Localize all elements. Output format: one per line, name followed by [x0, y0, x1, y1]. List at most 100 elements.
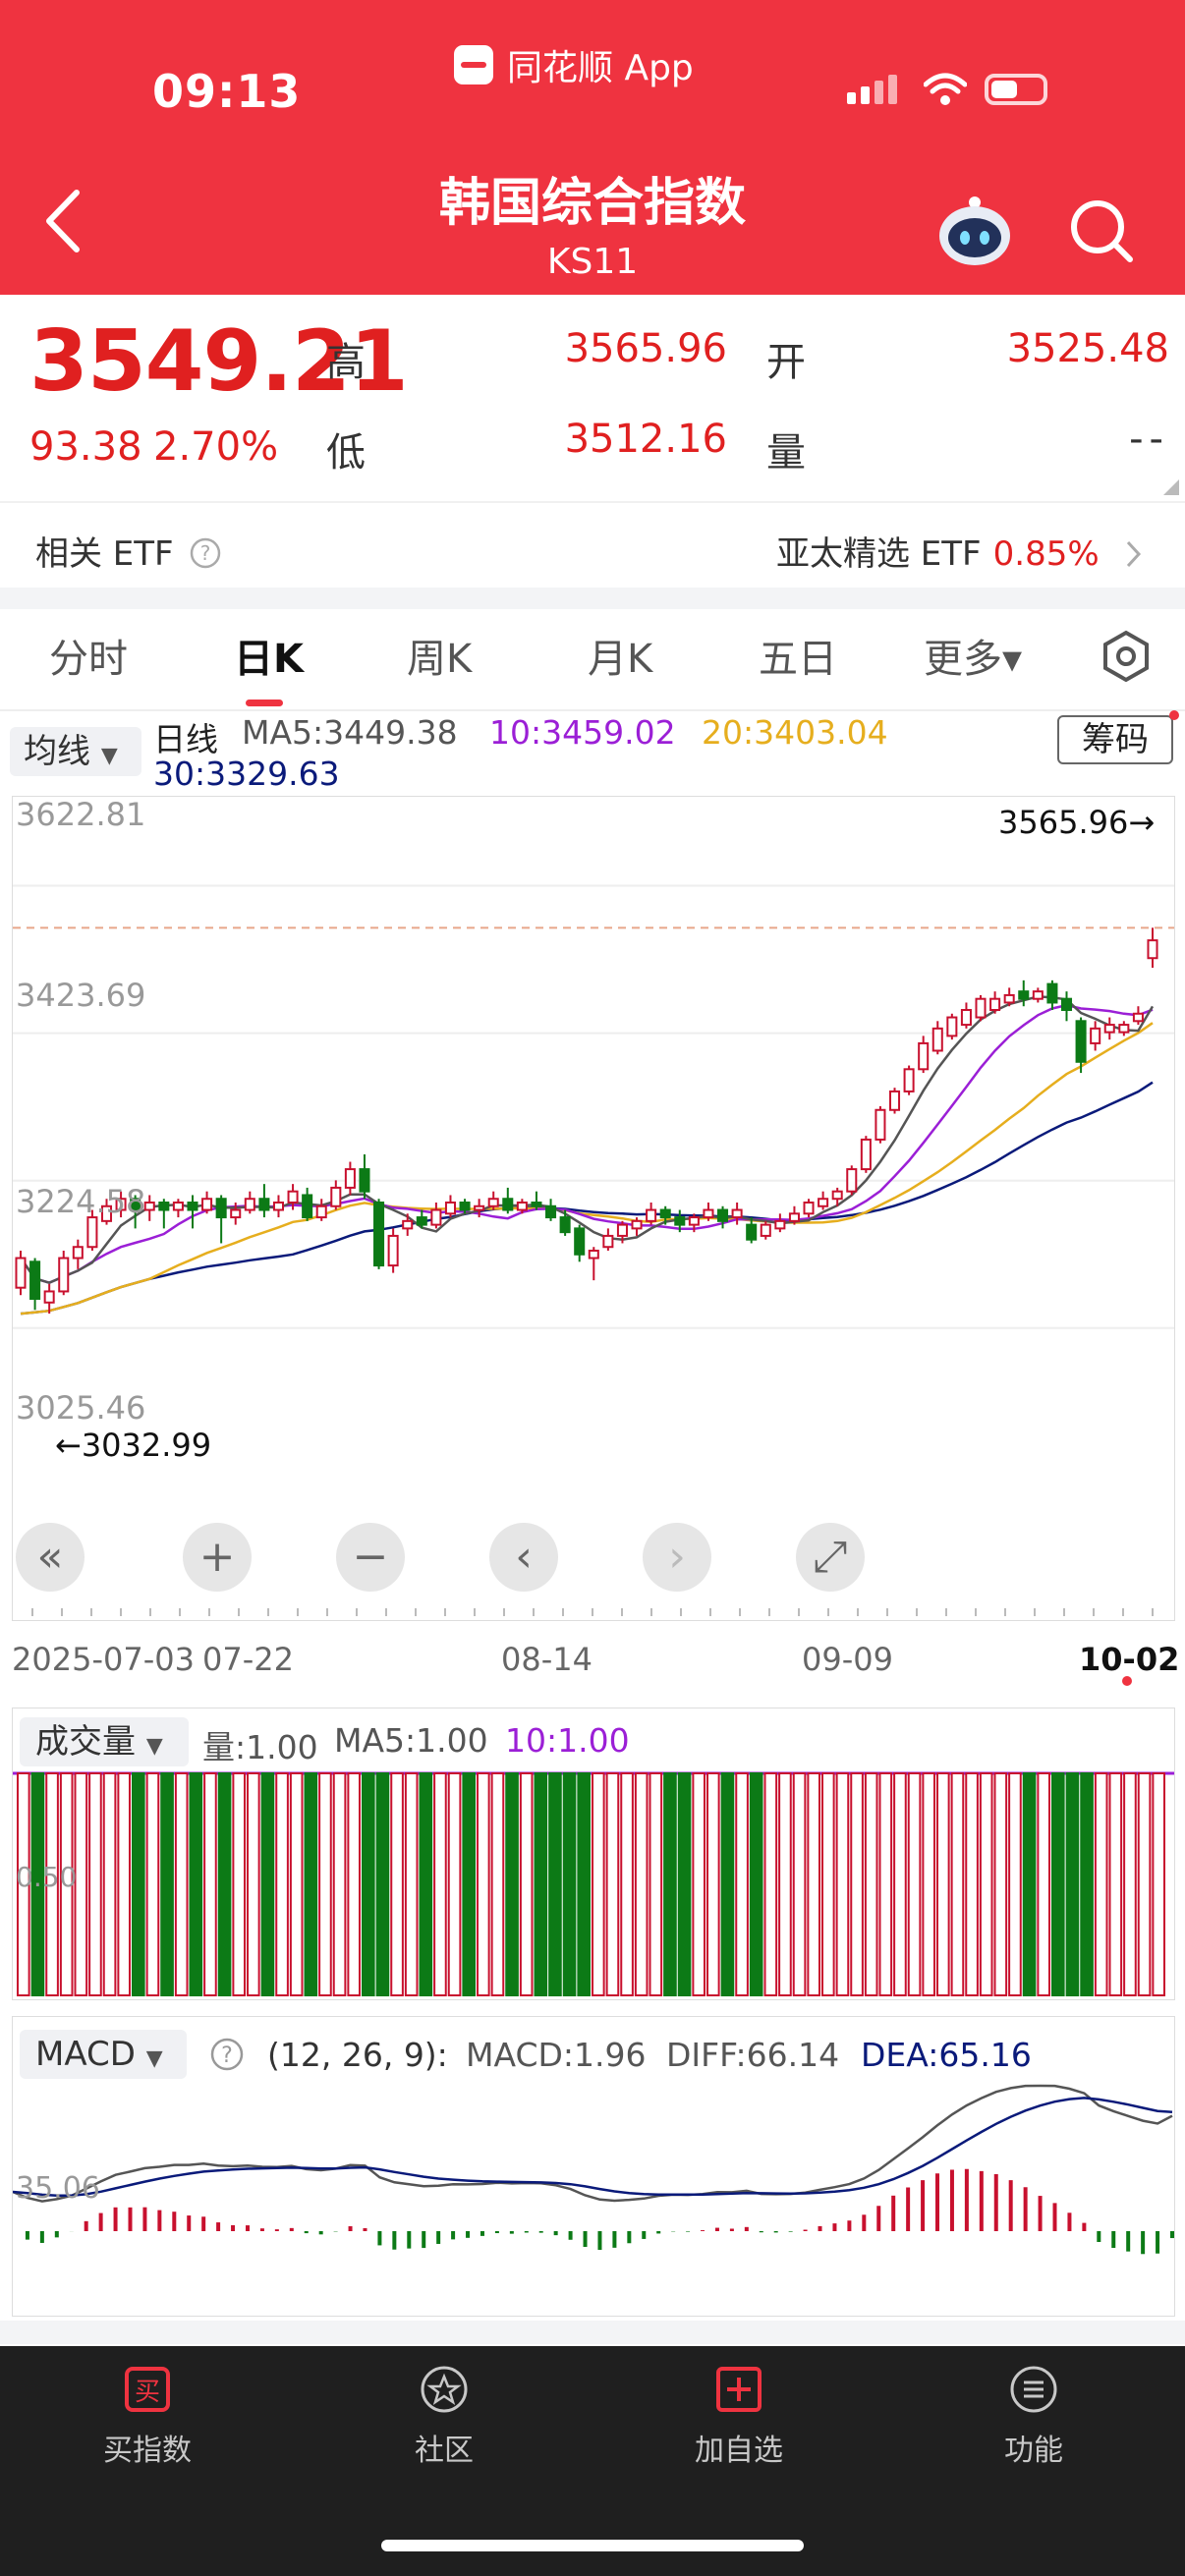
- volume-panel[interactable]: [12, 1708, 1175, 2000]
- open-label: 开: [766, 340, 806, 385]
- volume-bar: [74, 1772, 88, 1996]
- chart-settings-button[interactable]: [1099, 629, 1154, 684]
- tab-daily-k[interactable]: 日K: [234, 637, 304, 682]
- app-indicator[interactable]: 同花顺 App: [454, 39, 694, 90]
- y-tick-label: 3423.69: [16, 977, 146, 1014]
- candle-body: [459, 1202, 471, 1211]
- candle-body: [875, 1108, 886, 1141]
- help-icon[interactable]: ?: [210, 2038, 244, 2071]
- candle-body: [43, 1290, 55, 1304]
- kline-svg: [13, 884, 1174, 1616]
- volume-bar: [1123, 1772, 1137, 1996]
- zoom-in-button[interactable]: +: [183, 1523, 252, 1592]
- volume-bar: [519, 1772, 534, 1996]
- chip-distribution-button[interactable]: 筹码: [1057, 715, 1173, 764]
- dea-value: DEA:65.16: [861, 2036, 1032, 2074]
- volume-bar: [649, 1772, 663, 1996]
- volume-bar: [706, 1772, 720, 1996]
- candle-body: [215, 1198, 227, 1219]
- nav-functions[interactable]: 功能: [935, 2363, 1132, 2469]
- macd-indicator-select[interactable]: MACD ▼: [20, 2030, 187, 2079]
- candle-body: [545, 1204, 557, 1219]
- volume-bar: [260, 1772, 275, 1996]
- candle-body: [588, 1250, 599, 1260]
- candle-body: [574, 1227, 586, 1256]
- candle-body: [559, 1216, 571, 1234]
- volume-bar: [174, 1772, 189, 1996]
- scroll-left-button[interactable]: ‹: [489, 1523, 558, 1592]
- candle-body: [201, 1198, 213, 1211]
- zoom-out-button[interactable]: −: [336, 1523, 405, 1592]
- tab-monthly-k[interactable]: 月K: [588, 637, 653, 682]
- scroll-right-button[interactable]: ›: [643, 1523, 711, 1592]
- volume-bar: [778, 1772, 792, 1996]
- nav-community[interactable]: 社区: [346, 2363, 542, 2469]
- kline-chart[interactable]: [12, 796, 1175, 1621]
- macd-svg: [13, 2084, 1174, 2255]
- search-button[interactable]: [1067, 196, 1136, 265]
- menu-icon: [1010, 2366, 1057, 2413]
- volume-bar: [275, 1772, 289, 1996]
- tab-more[interactable]: 更多▾: [924, 637, 1023, 682]
- ma20-value: 20:3403.04: [702, 713, 888, 752]
- candle-body: [1090, 1027, 1101, 1044]
- indicator-select[interactable]: 均线 ▼: [10, 727, 141, 776]
- ma10-line: [19, 1003, 1154, 1285]
- robot-assistant-button[interactable]: [935, 193, 1014, 267]
- candle-body: [187, 1202, 198, 1211]
- volume-bar: [878, 1772, 893, 1996]
- related-etf-item[interactable]: 亚太精选 ETF 0.85%: [776, 527, 1143, 575]
- expand-corner-icon[interactable]: [1163, 479, 1179, 495]
- add-watchlist-icon: [716, 2367, 762, 2412]
- volume-bar: [102, 1772, 117, 1996]
- candle-body: [115, 1198, 127, 1211]
- candle-body: [230, 1208, 242, 1219]
- volume-bar: [1137, 1772, 1152, 1996]
- volume-bar: [59, 1772, 74, 1996]
- fullscreen-button[interactable]: ⤢: [796, 1523, 865, 1592]
- nav-buy-index[interactable]: 买 买指数: [49, 2363, 246, 2469]
- volume-indicator-select[interactable]: 成交量 ▼: [20, 1717, 189, 1766]
- volume-bar: [232, 1772, 246, 1996]
- volume-bar: [1065, 1772, 1080, 1996]
- volume-bar: [30, 1772, 45, 1996]
- back-button[interactable]: [39, 187, 98, 265]
- volume-bar: [332, 1772, 347, 1996]
- volume-bar: [17, 1772, 30, 1996]
- volume-bar: [864, 1772, 878, 1996]
- volume-bar: [1094, 1772, 1108, 1996]
- related-etf-text: 相关 ETF: [35, 534, 174, 574]
- candle-body: [602, 1234, 614, 1249]
- candle-body: [158, 1202, 170, 1211]
- candle-body: [1132, 1012, 1144, 1023]
- volume-bar: [189, 1772, 203, 1996]
- nav-label: 功能: [1004, 2434, 1063, 2468]
- candle-body: [474, 1204, 485, 1211]
- volume-bar: [592, 1772, 605, 1996]
- macd-panel[interactable]: [12, 2016, 1175, 2317]
- candle-body: [818, 1198, 829, 1207]
- high-label: 高: [326, 340, 366, 385]
- volume-bar: [534, 1772, 548, 1996]
- tab-weekly-k[interactable]: 周K: [407, 637, 473, 682]
- nav-add-watchlist[interactable]: 加自选: [641, 2363, 837, 2469]
- scroll-start-button[interactable]: «: [16, 1523, 85, 1592]
- help-icon[interactable]: ?: [190, 537, 221, 569]
- volume-bar: [720, 1772, 735, 1996]
- candle-body: [1046, 982, 1058, 1004]
- related-etf-label[interactable]: 相关 ETF ?: [35, 527, 221, 575]
- app-logo-icon: [454, 45, 493, 84]
- volume-bar: [965, 1772, 979, 1996]
- candle-body: [29, 1260, 41, 1300]
- volume-bar: [45, 1772, 59, 1996]
- volume-value: 量:1.00: [202, 1728, 318, 1766]
- y-tick-label: 3622.81: [16, 796, 146, 833]
- etf-name: 亚太精选 ETF: [776, 534, 982, 574]
- volume-select-label: 成交量: [35, 1722, 136, 1762]
- tab-five-day[interactable]: 五日: [759, 637, 837, 682]
- volume-bar: [950, 1772, 965, 1996]
- volume-bar: [1008, 1772, 1022, 1996]
- candle-body: [100, 1204, 113, 1222]
- tab-intraday[interactable]: 分时: [49, 637, 128, 682]
- battery-icon: [985, 74, 1047, 105]
